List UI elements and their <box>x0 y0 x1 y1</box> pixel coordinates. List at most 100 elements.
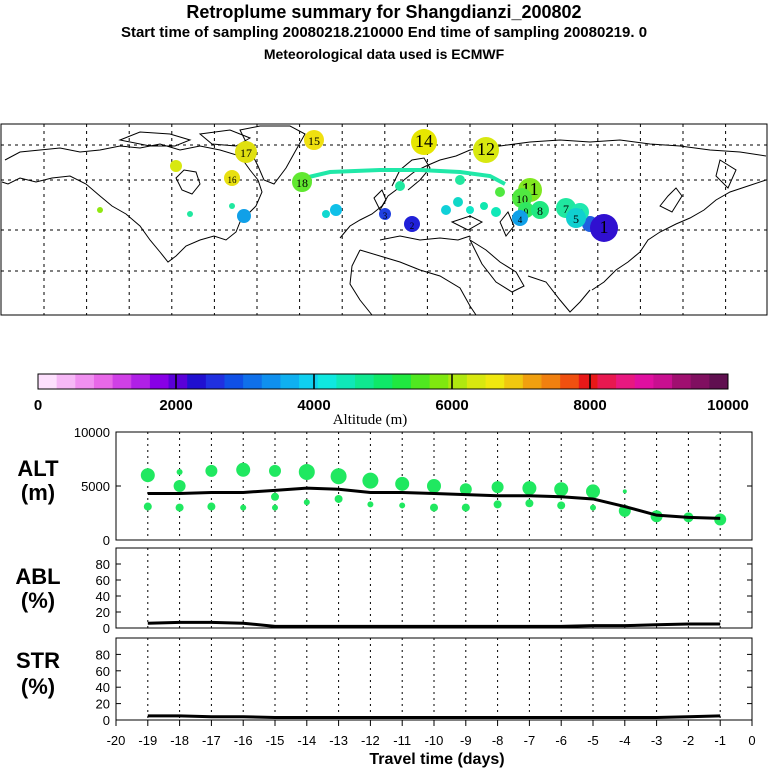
panel-label-name: ABL <box>15 564 60 589</box>
colorbar-cell <box>410 374 431 389</box>
trajectory-dot <box>466 206 474 214</box>
x-tick-label: -3 <box>651 733 663 748</box>
altitude-cluster-point <box>205 464 218 477</box>
colorbar-cell <box>243 374 263 389</box>
abl-fraction-line <box>147 620 721 628</box>
altitude-cluster-point <box>714 513 727 526</box>
x-tick-label: -18 <box>170 733 189 748</box>
panel-alt: 0 5000 10000 ALT(m) <box>17 425 753 548</box>
y-tick-label: 80 <box>96 647 110 662</box>
x-tick-label: -8 <box>492 733 504 748</box>
y-tick-label: 5000 <box>81 479 110 494</box>
colorbar-cell <box>299 374 319 389</box>
x-tick-label: -12 <box>361 733 380 748</box>
trajectory-cluster-marker <box>411 129 437 155</box>
trajectory-dot <box>97 207 103 213</box>
y-tick-label: 0 <box>103 713 110 728</box>
y-tick-label: 0 <box>103 533 110 548</box>
altitude-cluster-point <box>427 479 441 493</box>
altitude-cluster-point <box>491 481 504 494</box>
trajectory-cluster-marker <box>473 137 499 163</box>
x-tick-label: -17 <box>202 733 221 748</box>
trajectory-dot <box>237 209 251 223</box>
y-tick-label: 80 <box>96 557 110 572</box>
panel-label-unit: (m) <box>21 480 55 505</box>
colorbar-cell <box>448 374 468 389</box>
trajectory-day-label: 14 <box>415 131 433 151</box>
x-tick-label: -9 <box>460 733 472 748</box>
trajectory-dot <box>330 204 342 216</box>
altitude-cluster-point <box>140 468 155 483</box>
colorbar-cell <box>541 374 561 389</box>
altitude-cluster-point <box>461 503 470 512</box>
coast-asia-north <box>499 139 767 157</box>
trajectory-dot <box>187 211 193 217</box>
trajectory-dot <box>455 175 465 185</box>
altitude-cluster-point <box>236 462 251 477</box>
colorbar-cell <box>429 374 449 389</box>
altitude-cluster-point <box>271 492 279 501</box>
altitude-cluster-point <box>143 502 152 511</box>
x-tick-label: 0 <box>748 733 755 748</box>
y-tick-label: 60 <box>96 573 110 588</box>
str-fraction-line <box>147 714 721 720</box>
colorbar-cell <box>485 374 505 389</box>
y-tick-label: 0 <box>103 621 110 636</box>
colorbar-tick-label: 0 <box>34 397 42 414</box>
altitude-cluster-point <box>298 463 315 480</box>
trajectory-day-label: 5 <box>573 212 579 226</box>
trajectory-cluster-marker <box>292 172 312 192</box>
colorbar-tick-label: 8000 <box>573 397 606 414</box>
trajectory-cluster-marker <box>512 210 528 226</box>
colorbar-tick-label: 4000 <box>297 397 330 414</box>
altitude-cluster-point <box>557 501 566 510</box>
y-tick-label: 40 <box>96 589 110 604</box>
coast-india <box>527 275 591 313</box>
colorbar-cell <box>205 374 225 389</box>
y-tick-label: 40 <box>96 680 110 695</box>
coast-greenland <box>239 125 306 185</box>
colorbar-cell <box>672 374 692 389</box>
altitude-cluster-point <box>399 502 406 509</box>
colorbar-cell <box>709 374 729 389</box>
coast-asia-east <box>591 179 767 291</box>
colorbar-cell <box>56 374 76 389</box>
colorbar-cell <box>560 374 580 389</box>
x-tick-label: -5 <box>587 733 599 748</box>
x-tick-label: -6 <box>555 733 567 748</box>
sampling-time-line: Start time of sampling 20080218.210000 E… <box>120 24 648 41</box>
x-tick-label: -13 <box>329 733 348 748</box>
x-tick-label: -20 <box>107 733 126 748</box>
mean-altitude-line <box>147 486 721 520</box>
colorbar-cell <box>634 374 654 389</box>
y-tick-label: 60 <box>96 664 110 679</box>
y-tick-label: 20 <box>96 605 110 620</box>
trajectory-day-label: 18 <box>296 176 308 190</box>
trajectory-cluster-marker <box>304 130 324 150</box>
trajectory-day-label: 2 <box>410 221 415 231</box>
map-coastlines <box>1 125 767 316</box>
coast-africa-west <box>349 249 373 316</box>
colorbar-cell <box>373 374 393 389</box>
panel-label-name: ALT <box>17 456 59 481</box>
coast-uk <box>373 189 387 212</box>
trajectory-cluster-marker <box>531 201 549 219</box>
altitude-cluster-point <box>175 503 184 512</box>
altitude-cluster-point <box>272 504 278 511</box>
y-tick-label: 10000 <box>74 425 110 440</box>
x-tick-label: -7 <box>524 733 536 748</box>
altitude-cluster-point <box>334 494 343 503</box>
trajectory-day-label: 15 <box>308 134 320 148</box>
trajectory-cluster-marker <box>224 170 240 186</box>
altitude-cluster-point <box>367 501 374 508</box>
trajectory-dot <box>495 187 505 197</box>
x-tick-label: -11 <box>393 733 411 748</box>
trajectory-day-label: 8 <box>537 204 543 218</box>
altitude-cluster-point <box>430 503 438 512</box>
trajectory-dot <box>453 197 463 207</box>
altitude-cluster-point <box>362 472 379 489</box>
altitude-cluster-point <box>395 476 410 491</box>
trajectory-day-label: 16 <box>228 175 238 185</box>
colorbar-axis-label: Altitude (m) <box>333 412 408 428</box>
